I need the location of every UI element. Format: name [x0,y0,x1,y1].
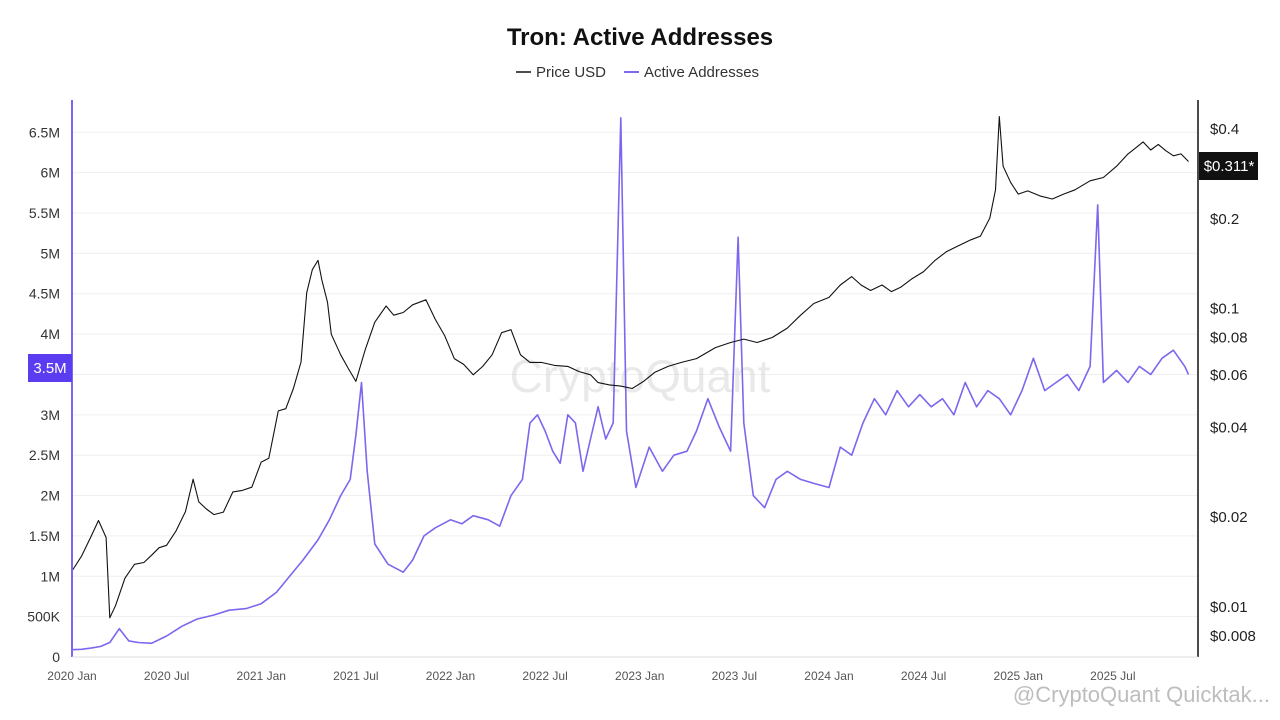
left-tick-label: 6.5M [29,124,60,140]
left-tick-label: 4M [41,326,60,342]
right-tick-label: $0.4 [1210,121,1239,138]
left-tick-label: 6M [41,165,60,181]
left-tick-label: 2.5M [29,447,60,463]
right-tick-label: $0.02 [1210,509,1248,526]
grid-lines [72,131,1198,658]
right-current-badge: $0.311* [1199,152,1258,180]
right-tick-label: $0.08 [1210,330,1248,347]
right-tick-label: $0.008 [1210,628,1256,645]
x-tick-label: 2025 Jan [994,669,1043,683]
x-tick-label: 2024 Jan [804,669,853,683]
x-tick-label: 2022 Jan [426,669,475,683]
watermark: CryptoQuant [510,350,771,402]
left-tick-label: 1.5M [29,528,60,544]
left-tick-label: 0 [52,649,60,665]
right-tick-label: $0.2 [1210,211,1239,228]
left-current-badge-bg [28,354,72,382]
left-current-badge-label: 3.5M [33,360,66,377]
legend-price-label[interactable]: Price USD [536,64,606,81]
x-tick-label: 2024 Jul [901,669,946,683]
x-tick-label: 2021 Jul [333,669,378,683]
x-tick-label: 2022 Jul [522,669,567,683]
x-tick-label: 2023 Jul [712,669,757,683]
right-axis-ticks: $0.4 $0.2 $0.1 $0.08 $0.06 $0.04 $0.02 $0.01 $0.… [1210,121,1256,645]
x-tick-label: 2020 Jul [144,669,189,683]
x-tick-label: 2023 Jan [615,669,664,683]
left-tick-label: 5.5M [29,205,60,221]
left-tick-label: 3M [41,407,60,423]
left-tick-label: 1M [41,568,60,584]
chart-title: Tron: Active Addresses [507,24,773,51]
x-axis-ticks: 2020 Jan 2020 Jul 2021 Jan 2021 Jul 2022 Jan… [47,669,1135,683]
right-tick-label: $0.06 [1210,367,1248,384]
left-current-badge: 3.5M [28,354,72,382]
left-tick-label: 4.5M [29,286,60,302]
series-layer [71,116,1190,651]
right-tick-label: $0.01 [1210,599,1248,616]
x-tick-label: 2025 Jul [1090,669,1135,683]
right-tick-label: $0.1 [1210,301,1239,318]
legend: Price USD Active Addresses [516,64,759,81]
left-tick-label: 500K [27,609,60,625]
right-tick-label: $0.04 [1210,419,1248,436]
left-tick-label: 5M [41,245,60,261]
active-addresses-line [71,117,1190,651]
price-usd-line [71,116,1189,619]
legend-active-label[interactable]: Active Addresses [644,64,759,81]
right-current-badge-label: $0.311* [1204,158,1255,175]
credit-text: @CryptoQuant Quicktak... [1013,682,1270,707]
left-tick-label: 2M [41,488,60,504]
right-current-badge-bg [1199,152,1258,180]
x-tick-label: 2020 Jan [47,669,96,683]
x-tick-label: 2021 Jan [237,669,286,683]
